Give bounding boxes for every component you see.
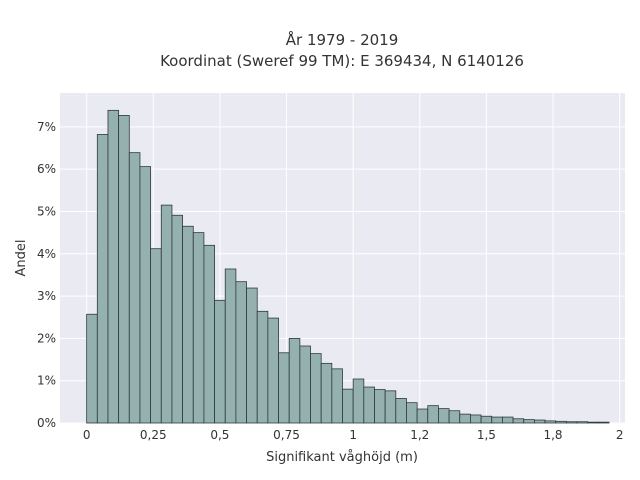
histogram-bar: [459, 413, 471, 424]
histogram-bar: [331, 368, 343, 424]
x-tick-label: 1: [349, 428, 357, 442]
histogram-bar: [171, 214, 183, 424]
histogram-bar: [256, 310, 269, 424]
y-tick-label: 1%: [37, 374, 56, 388]
histogram-bar: [512, 418, 525, 424]
histogram-bar: [374, 389, 386, 424]
x-tick-label: 0,75: [273, 428, 300, 442]
histogram-bar: [416, 408, 429, 424]
y-tick-label: 0%: [37, 416, 56, 430]
histogram-bar: [288, 337, 301, 424]
y-axis-label: Andel: [14, 240, 29, 277]
y-tick-label: 4%: [37, 247, 56, 261]
y-tick-label: 5%: [37, 204, 56, 218]
histogram-bar: [352, 378, 365, 424]
histogram-bar: [150, 248, 162, 424]
histogram-bar: [246, 287, 258, 424]
histogram-bar: [523, 419, 535, 424]
histogram-bar: [203, 244, 215, 424]
histogram-bar: [438, 408, 450, 424]
histogram-bar: [278, 352, 290, 424]
histogram-bar: [320, 362, 333, 424]
histogram-bar: [342, 388, 354, 424]
x-tick-label: 0,5: [210, 428, 229, 442]
x-axis-label: Signifikant våghöjd (m): [266, 450, 418, 465]
histogram-bar: [310, 353, 322, 424]
x-tick-labels: 0 0,25 0,5 0,75 1 1,2 1,5 1,8 2: [83, 428, 624, 442]
histogram-bar: [128, 152, 141, 424]
histogram-bar: [267, 317, 279, 424]
y-tick-label: 2%: [37, 331, 56, 345]
chart-title-line-1: År 1979 - 2019: [286, 30, 399, 49]
y-tick-labels: 0% 1% 2% 3% 4% 5% 6% 7%: [37, 120, 56, 430]
histogram-bar: [576, 421, 589, 424]
x-tick-label: 1,8: [543, 428, 562, 442]
histogram-bar: [107, 109, 120, 424]
histogram-bar: [235, 281, 247, 424]
histogram-bar: [299, 345, 311, 424]
histogram-bars: [86, 109, 610, 424]
histogram-bar: [587, 421, 599, 424]
histogram-bar: [470, 414, 482, 424]
histogram-bar: [96, 134, 109, 424]
histogram-bar: [86, 313, 98, 424]
histogram-bar: [214, 299, 226, 424]
histogram-bar: [555, 420, 567, 424]
x-tick-label: 0,25: [140, 428, 167, 442]
histogram-bar: [160, 204, 173, 424]
histogram-bar: [544, 420, 557, 424]
histogram-bar: [427, 405, 439, 424]
x-tick-label: 2: [616, 428, 624, 442]
x-tick-label: 0: [83, 428, 91, 442]
histogram-bar: [491, 416, 503, 424]
histogram-bar: [502, 416, 514, 424]
histogram-bar: [395, 398, 407, 424]
chart-title-line-2: Koordinat (Sweref 99 TM): E 369434, N 61…: [160, 52, 524, 70]
histogram-bar: [384, 390, 397, 424]
y-tick-label: 7%: [37, 120, 56, 134]
y-tick-label: 6%: [37, 162, 56, 176]
histogram-bar: [480, 415, 493, 424]
x-tick-label: 1,5: [477, 428, 496, 442]
histogram-bar: [139, 166, 152, 424]
histogram-bar: [118, 115, 130, 424]
histogram-bar: [533, 419, 546, 424]
histogram-bar: [182, 225, 194, 424]
histogram-bar: [565, 421, 578, 424]
histogram-bar: [363, 386, 375, 424]
histogram-bar: [597, 421, 610, 424]
histogram-bar: [448, 410, 461, 424]
y-tick-label: 3%: [37, 289, 56, 303]
histogram-bar: [192, 232, 205, 424]
x-tick-label: 1,2: [410, 428, 429, 442]
histogram-bar: [224, 268, 237, 424]
histogram-bar: [406, 402, 418, 424]
